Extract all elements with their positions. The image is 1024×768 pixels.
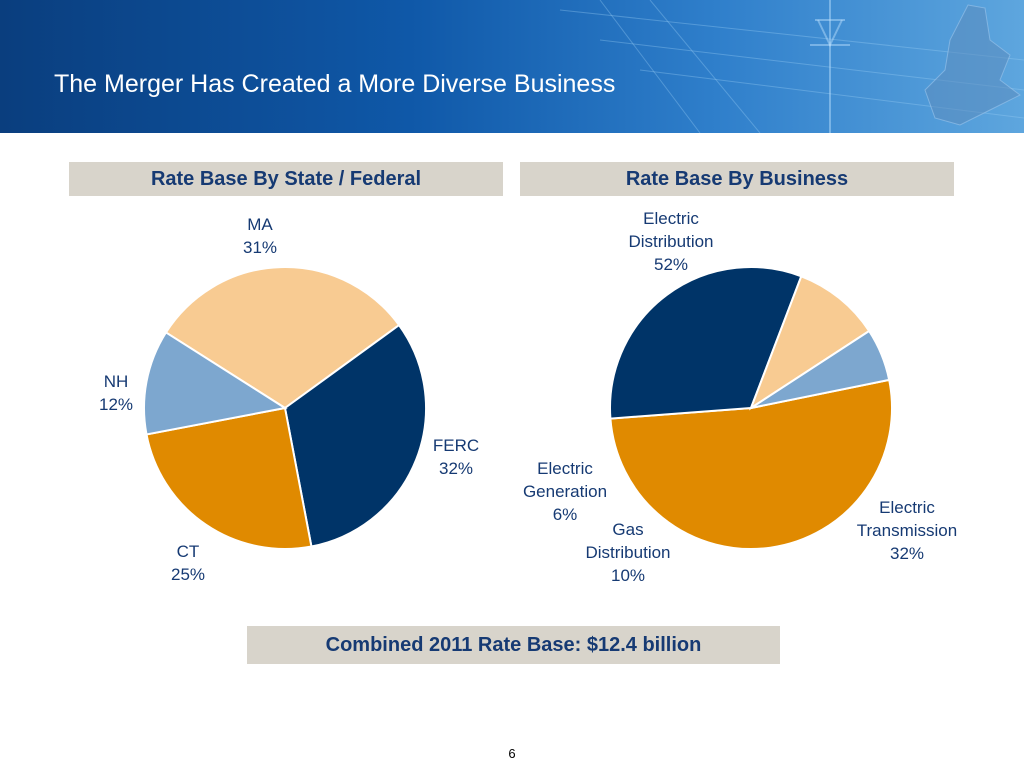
slice-label-ct: CT 25% [148, 540, 228, 586]
slice-label-value: 12% [98, 395, 134, 414]
slice-label-name: Electric [879, 498, 935, 517]
slice-label-value: 6% [552, 505, 578, 524]
state-chart-heading: Rate Base By State / Federal [69, 162, 503, 196]
pie-slice-electric-generation [750, 329, 891, 409]
pie-slice-gas-distribution [748, 274, 871, 411]
slice-label-name: Gas [612, 520, 644, 539]
slice-label-name: Transmission [856, 521, 958, 540]
pie-slice-electric-distribution [609, 378, 894, 550]
slice-label-value: 32% [889, 544, 925, 563]
slice-label-electric-transmission: Electric Transmission 32% [843, 496, 971, 565]
power-grid-map-graphic [559, 0, 1024, 133]
pie-slice-ferc [283, 323, 427, 548]
slice-label-name: CT [176, 542, 200, 561]
slice-label-value: 10% [610, 566, 646, 585]
slice-label-ma: MA 31% [220, 213, 300, 259]
slice-label-value: 25% [170, 565, 206, 584]
slice-label-electric-generation: Electric Generation 6% [505, 457, 625, 526]
business-pie-chart [609, 266, 894, 550]
slice-label-name: Distribution [628, 232, 714, 251]
slice-label-ferc: FERC 32% [416, 434, 496, 480]
business-chart-heading: Rate Base By Business [520, 162, 954, 196]
slice-label-gas-distribution: Gas Distribution 10% [568, 518, 688, 587]
pie-slice-ct [145, 406, 313, 550]
slice-label-electric-distribution: Electric Distribution 52% [611, 207, 731, 276]
slice-label-nh: NH 12% [76, 370, 156, 416]
slice-label-name: Electric [537, 459, 593, 478]
slice-label-value: 31% [242, 238, 278, 257]
page-number: 6 [508, 746, 516, 761]
slice-label-name: Electric [643, 209, 699, 228]
combined-rate-base-summary: Combined 2011 Rate Base: $12.4 billion [247, 626, 780, 664]
pie-slice-ma [164, 266, 401, 410]
slice-label-name: NH [103, 372, 129, 391]
slice-label-name: MA [247, 215, 273, 234]
slide-title: The Merger Has Created a More Diverse Bu… [54, 70, 616, 98]
title-banner: The Merger Has Created a More Diverse Bu… [0, 0, 1024, 133]
pie-slice-electric-transmission [609, 266, 803, 420]
slice-label-name: Distribution [585, 543, 671, 562]
slice-label-value: 32% [438, 459, 474, 478]
slice-label-value: 52% [653, 255, 689, 274]
slice-label-name: Generation [522, 482, 608, 501]
state-pie-chart [143, 266, 427, 550]
slice-label-name: FERC [432, 436, 480, 455]
pie-slice-nh [143, 331, 288, 436]
